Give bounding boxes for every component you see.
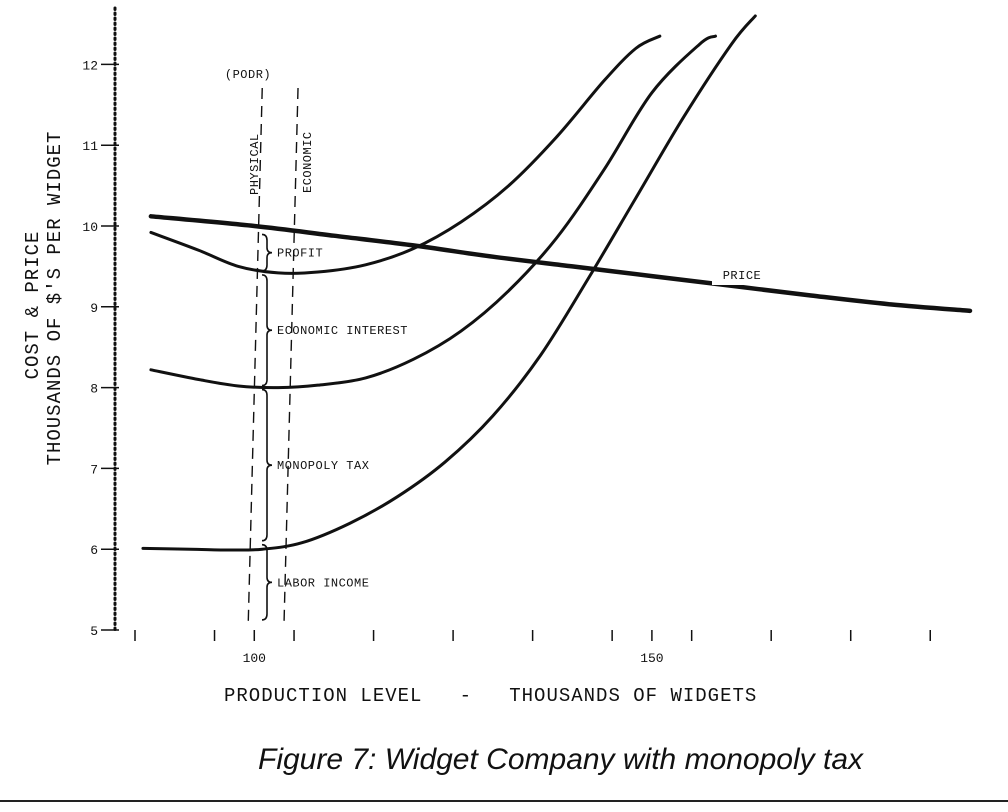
brace-label: PROFIT (277, 247, 323, 261)
y-tick-label: 11 (82, 139, 98, 154)
y-tick-label: 6 (90, 543, 98, 558)
brace (261, 233, 273, 272)
annotations: PRICE (PODR) PHYSICAL ECONOMIC PROFIT ECONOMI… (225, 68, 782, 624)
x-tick-label: 100 (243, 651, 266, 666)
figure-caption: Figure 7: Widget Company with monopoly t… (258, 743, 864, 776)
x-axis-title: PRODUCTION LEVEL - THOUSANDS OF WIDGETS (224, 685, 757, 707)
bottom-rule (0, 800, 1008, 802)
x-tick-label: 150 (640, 651, 663, 666)
brace-label: ECONOMIC INTEREST (277, 324, 408, 338)
price-label: PRICE (723, 269, 762, 283)
cost-curve-3 (149, 34, 662, 275)
y-axis-title-line2: THOUSANDS OF $'S PER WIDGET (44, 131, 66, 466)
curves (141, 14, 973, 552)
axes: 5 6 7 8 9 10 11 12 100 150 (82, 6, 931, 666)
brace (261, 388, 273, 542)
y-tick-label: 10 (82, 220, 98, 235)
cost-curve-2 (149, 34, 718, 390)
economic-label: ECONOMIC (301, 131, 315, 193)
brace-label: MONOPOLY TAX (277, 459, 369, 473)
podr-label: (PODR) (225, 68, 271, 82)
physical-label: PHYSICAL (248, 133, 262, 195)
y-axis-title-line1: COST & PRICE (22, 231, 44, 380)
y-tick-label: 5 (90, 624, 98, 639)
brace (261, 274, 273, 387)
brace-label: LABOR INCOME (277, 576, 369, 590)
price-label-bg (712, 265, 782, 285)
y-tick-label: 8 (90, 382, 98, 397)
y-tick-label: 7 (90, 462, 98, 477)
brace (261, 543, 273, 621)
economic-podr-line (283, 87, 299, 624)
y-tick-label: 12 (82, 58, 98, 73)
y-tick-label: 9 (90, 301, 98, 316)
price-line (148, 214, 973, 314)
cost-curve-1 (141, 14, 757, 552)
